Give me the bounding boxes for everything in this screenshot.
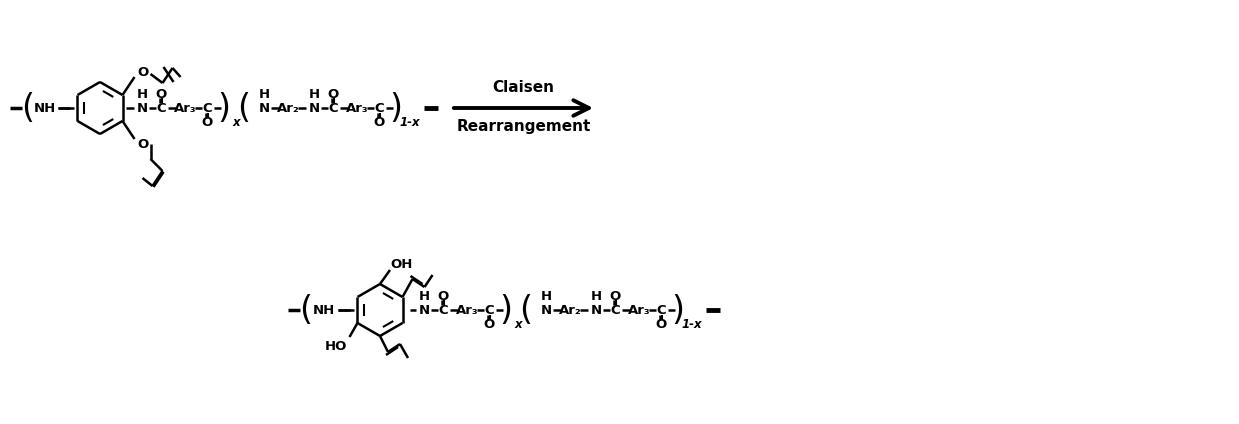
- Text: x: x: [514, 318, 522, 330]
- Text: O: O: [327, 87, 338, 100]
- Text: OH: OH: [390, 257, 413, 271]
- Text: H: H: [309, 87, 320, 100]
- Text: Rearrangement: Rearrangement: [456, 118, 591, 134]
- Text: C: C: [374, 101, 384, 114]
- Text: ): ): [672, 293, 684, 326]
- Text: H: H: [540, 290, 551, 302]
- Text: O: O: [437, 290, 449, 302]
- Text: (: (: [238, 92, 250, 125]
- Text: O: O: [483, 318, 494, 330]
- Text: C: C: [484, 304, 494, 316]
- Text: (: (: [300, 293, 312, 326]
- Text: O: O: [136, 139, 149, 151]
- Text: 1-x: 1-x: [681, 318, 703, 330]
- Text: HO: HO: [325, 340, 347, 354]
- Text: O: O: [610, 290, 621, 302]
- Text: N: N: [540, 304, 551, 316]
- Text: N: N: [259, 101, 270, 114]
- Text: H: H: [591, 290, 602, 302]
- Text: O: O: [655, 318, 667, 330]
- Text: (: (: [519, 293, 533, 326]
- Text: NH: NH: [313, 304, 335, 316]
- Text: x: x: [232, 115, 240, 128]
- Text: 1-x: 1-x: [400, 115, 420, 128]
- Text: Ar₂: Ar₂: [559, 304, 581, 316]
- Text: O: O: [155, 87, 166, 100]
- Text: ): ): [218, 92, 230, 125]
- Text: C: C: [202, 101, 212, 114]
- Text: (: (: [21, 92, 35, 125]
- Text: Ar₃: Ar₃: [456, 304, 478, 316]
- Text: Ar₃: Ar₃: [628, 304, 650, 316]
- Text: N: N: [136, 101, 147, 114]
- Text: C: C: [156, 101, 166, 114]
- Text: Claisen: Claisen: [492, 81, 555, 95]
- Text: H: H: [419, 290, 430, 302]
- Text: H: H: [136, 87, 147, 100]
- Text: N: N: [309, 101, 320, 114]
- Text: Ar₃: Ar₃: [346, 101, 368, 114]
- Text: O: O: [373, 115, 384, 128]
- Text: N: N: [419, 304, 430, 316]
- Text: Ar₂: Ar₂: [276, 101, 300, 114]
- Text: N: N: [591, 304, 602, 316]
- Text: O: O: [136, 65, 149, 78]
- Text: Ar₃: Ar₃: [173, 101, 196, 114]
- Text: C: C: [610, 304, 620, 316]
- Text: ): ): [499, 293, 513, 326]
- Text: H: H: [259, 87, 270, 100]
- Text: ): ): [389, 92, 403, 125]
- Text: C: C: [439, 304, 447, 316]
- Text: C: C: [328, 101, 338, 114]
- Text: C: C: [657, 304, 665, 316]
- Text: NH: NH: [33, 101, 56, 114]
- Text: O: O: [202, 115, 213, 128]
